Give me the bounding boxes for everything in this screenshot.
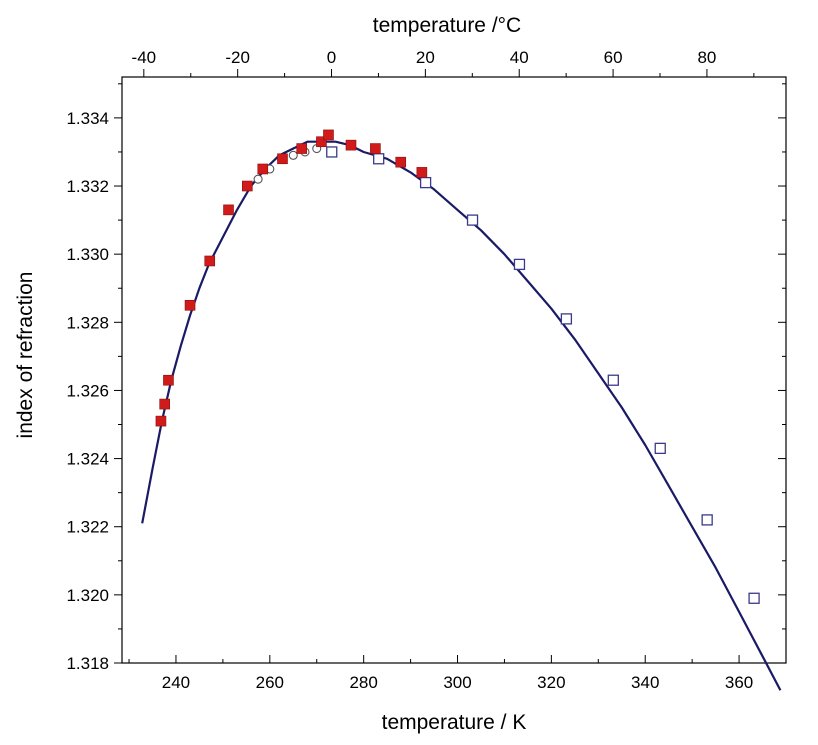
y-tick-label: 1.324 bbox=[66, 450, 109, 469]
y-tick-label: 1.320 bbox=[66, 586, 109, 605]
x2-tick-label: 0 bbox=[327, 48, 336, 67]
data-points bbox=[155, 129, 760, 604]
data-point-open-square bbox=[654, 442, 666, 455]
y-tick-label: 1.330 bbox=[66, 245, 109, 264]
data-point-open-square bbox=[748, 592, 760, 604]
x-tick-label: 360 bbox=[725, 673, 753, 692]
axis-ticks bbox=[114, 69, 787, 664]
y-tick-label: 1.334 bbox=[66, 109, 109, 128]
data-point-open-square bbox=[419, 176, 432, 189]
data-point-filled bbox=[296, 143, 308, 154]
data-point-filled bbox=[277, 153, 288, 165]
data-point-open-circle bbox=[288, 150, 298, 160]
x-tick-label: 260 bbox=[256, 673, 284, 692]
data-point-filled bbox=[241, 180, 253, 192]
data-point-filled bbox=[257, 163, 269, 175]
data-point-open-square bbox=[513, 258, 526, 271]
data-point-open-square bbox=[466, 214, 479, 226]
data-point-filled bbox=[345, 139, 357, 151]
data-point-open-circle bbox=[253, 174, 263, 184]
x2-tick-label: 60 bbox=[604, 48, 623, 67]
data-point-open-square bbox=[701, 514, 713, 526]
y-tick-label: 1.326 bbox=[66, 381, 109, 400]
data-point-filled bbox=[184, 299, 196, 311]
x2-tick-label: -40 bbox=[132, 48, 157, 67]
tick-labels: 240 260 280 300 320 340 360 -40 -20 0 20 40 60 80 1.31… bbox=[66, 48, 753, 692]
plot-frame bbox=[121, 76, 787, 664]
x-tick-label: 320 bbox=[537, 673, 565, 692]
data-point-filled bbox=[159, 398, 171, 410]
data-point-filled bbox=[416, 167, 428, 178]
data-point-open-square bbox=[607, 374, 619, 386]
fit-curve-layer bbox=[141, 140, 782, 691]
data-point-open-square bbox=[560, 313, 573, 325]
y-tick-label: 1.322 bbox=[66, 518, 109, 537]
x-tick-label: 300 bbox=[443, 673, 471, 692]
x-tick-label: 340 bbox=[631, 673, 659, 692]
x-axis-title: temperature / K bbox=[382, 711, 527, 734]
x-tick-label: 280 bbox=[349, 673, 377, 692]
data-point-filled bbox=[395, 156, 407, 168]
data-point-filled bbox=[223, 204, 234, 216]
data-point-open-square bbox=[373, 153, 385, 165]
y-tick-label: 1.318 bbox=[66, 654, 109, 673]
x2-tick-label: 80 bbox=[697, 48, 716, 67]
data-point-open-square bbox=[326, 146, 338, 158]
data-point-filled bbox=[370, 143, 381, 154]
data-point-filled bbox=[163, 374, 174, 386]
y-tick-label: 1.332 bbox=[66, 177, 109, 196]
y-tick-label: 1.328 bbox=[66, 313, 109, 332]
data-point-filled bbox=[316, 136, 327, 148]
fit-curve bbox=[141, 140, 782, 691]
data-point-filled bbox=[204, 255, 216, 267]
top-x-axis-title: temperature /°C bbox=[373, 14, 521, 37]
data-point-filled bbox=[323, 129, 334, 141]
x2-tick-label: 40 bbox=[510, 48, 529, 67]
data-point-filled bbox=[155, 415, 167, 427]
x-tick-label: 240 bbox=[162, 673, 190, 692]
x2-tick-label: 20 bbox=[416, 48, 435, 67]
y-axis-title: index of refraction bbox=[14, 272, 37, 439]
x2-tick-label: -20 bbox=[225, 48, 250, 67]
